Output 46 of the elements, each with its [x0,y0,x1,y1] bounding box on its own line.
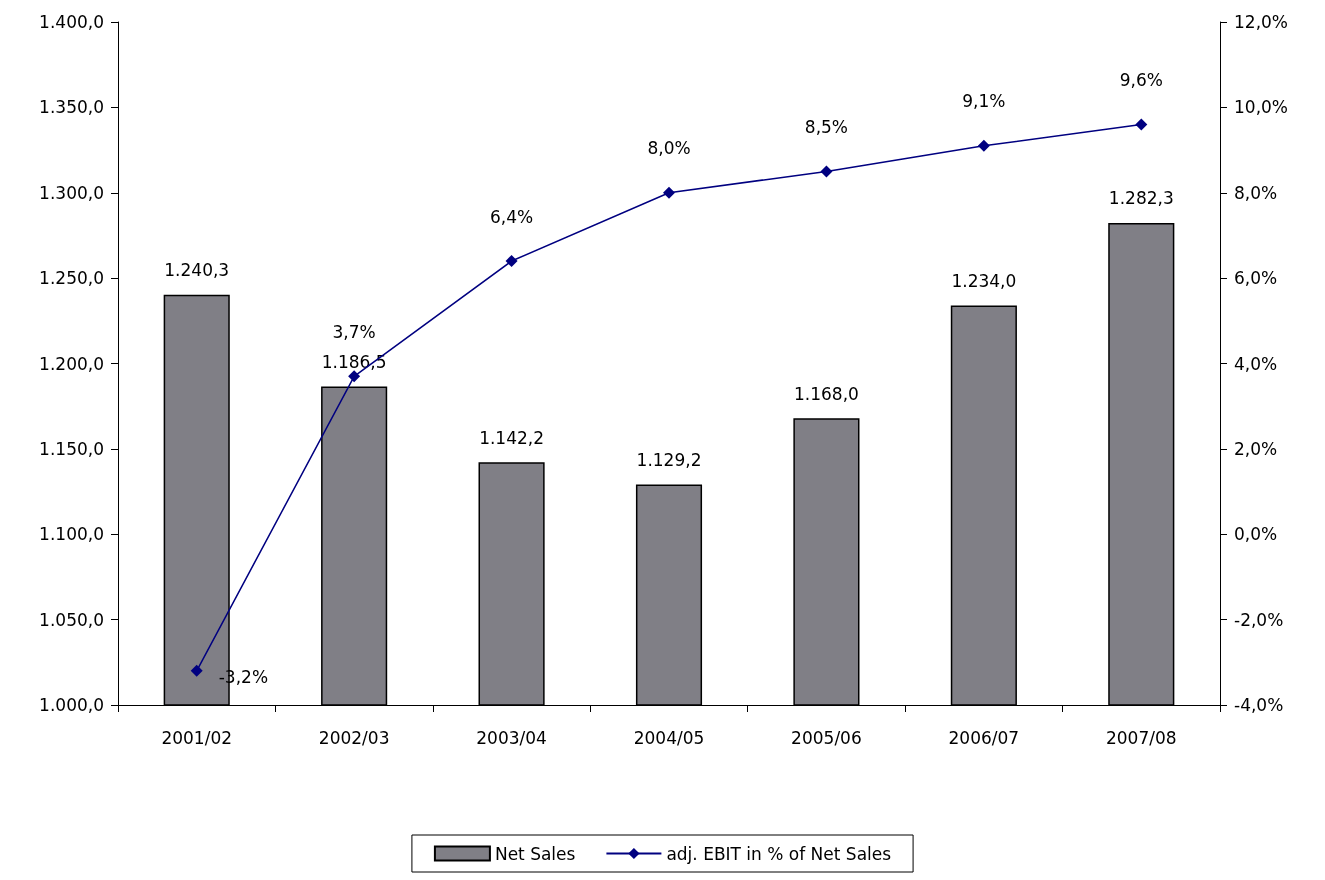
y2-tick-label: -4,0% [1234,695,1284,715]
y2-tick-label: 6,0% [1234,268,1278,289]
legend-label: Net Sales [494,843,576,864]
data-label: 1.142,2 [479,427,545,448]
y-tick-label: 1.100,0 [39,524,104,545]
data-label: 9,6% [1119,69,1163,90]
data-label: 6,4% [489,206,534,227]
y-tick-label: 1.200,0 [39,353,104,374]
y-tick-label: 1.300,0 [39,182,104,203]
data-label: 1.234,0 [951,270,1017,291]
y-tick-label: 1.000,0 [39,695,104,715]
y-tick-label: 1.250,0 [39,268,104,289]
data-label: 8,0% [647,138,691,159]
x-tick-label: 2004/05 [633,727,705,748]
point [977,139,990,152]
y2-tick-label: 8,0% [1234,182,1278,203]
point [1135,118,1148,131]
data-label: 8,5% [804,116,849,137]
x-tick-label: 2003/04 [476,727,547,748]
data-label: 1.168,0 [793,383,859,404]
y2-tick-label: 12,0% [1234,12,1289,32]
y2-tick-label: 2,0% [1234,438,1278,459]
x-tick-label: 2006/07 [948,727,1020,748]
x-tick-label: 2002/03 [318,727,390,748]
data-label: 1.282,3 [1108,188,1174,209]
x-tick-label: 2001/02 [161,727,233,748]
x-tick-label: 2007/08 [1105,727,1177,748]
y2-tick-label: 0,0% [1234,524,1278,545]
y2-tick-label: -2,0% [1234,609,1284,630]
x-tick-label: 2005/06 [791,727,862,748]
legend-label: adj. EBIT in % of Net Sales [666,843,892,864]
data-label: 1.129,2 [636,449,702,470]
y-tick-label: 1.400,0 [39,12,104,32]
y-tick-label: 1.050,0 [39,609,104,630]
point [663,186,675,199]
data-label: 1.240,3 [164,260,230,281]
y2-tick-label: 10,0% [1234,97,1289,118]
y-tick-label: 1.150,0 [39,438,104,459]
data-label: 3,7% [332,321,376,342]
point [820,165,833,178]
y2-tick-label: 4,0% [1234,353,1278,374]
point [505,255,518,268]
y-tick-label: 1.350,0 [39,97,104,118]
point [190,664,203,677]
data-label: 9,1% [962,91,1006,112]
point [348,370,361,383]
